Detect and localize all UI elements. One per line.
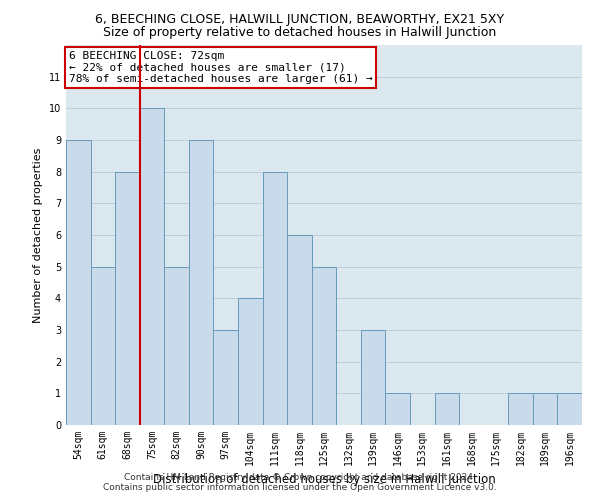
Y-axis label: Number of detached properties: Number of detached properties bbox=[34, 148, 43, 322]
Bar bbox=[557, 394, 582, 425]
Bar bbox=[115, 172, 140, 425]
Bar bbox=[189, 140, 214, 425]
Bar bbox=[361, 330, 385, 425]
Text: 6, BEECHING CLOSE, HALWILL JUNCTION, BEAWORTHY, EX21 5XY: 6, BEECHING CLOSE, HALWILL JUNCTION, BEA… bbox=[95, 12, 505, 26]
Bar bbox=[164, 266, 189, 425]
Bar bbox=[508, 394, 533, 425]
Text: Contains HM Land Registry data © Crown copyright and database right 2024.
Contai: Contains HM Land Registry data © Crown c… bbox=[103, 473, 497, 492]
Bar bbox=[66, 140, 91, 425]
Bar bbox=[140, 108, 164, 425]
Bar bbox=[385, 394, 410, 425]
Bar bbox=[238, 298, 263, 425]
X-axis label: Distribution of detached houses by size in Halwill Junction: Distribution of detached houses by size … bbox=[152, 474, 496, 486]
Bar bbox=[533, 394, 557, 425]
Bar bbox=[434, 394, 459, 425]
Text: 6 BEECHING CLOSE: 72sqm
← 22% of detached houses are smaller (17)
78% of semi-de: 6 BEECHING CLOSE: 72sqm ← 22% of detache… bbox=[68, 50, 373, 84]
Text: Size of property relative to detached houses in Halwill Junction: Size of property relative to detached ho… bbox=[103, 26, 497, 39]
Bar bbox=[91, 266, 115, 425]
Bar bbox=[312, 266, 336, 425]
Bar bbox=[214, 330, 238, 425]
Bar bbox=[263, 172, 287, 425]
Bar bbox=[287, 235, 312, 425]
